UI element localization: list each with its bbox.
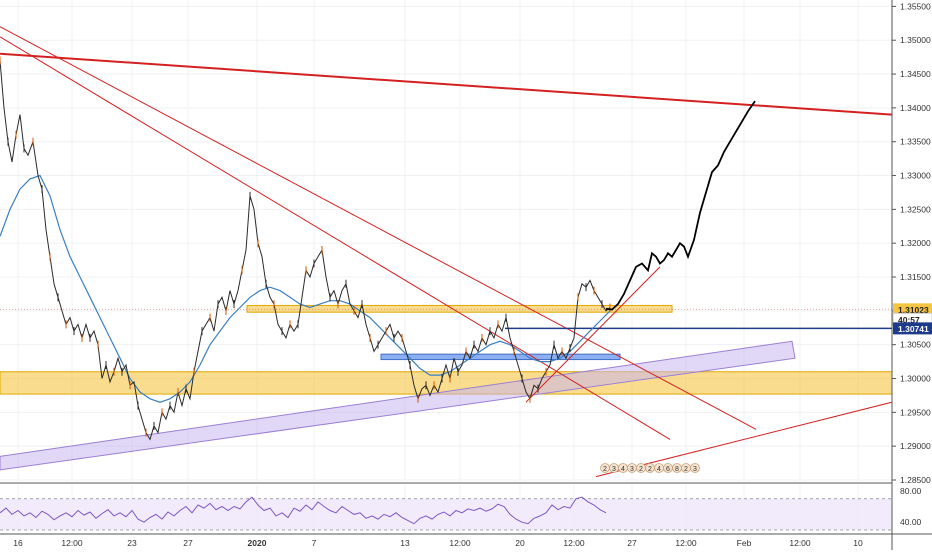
rsi-line <box>0 496 607 525</box>
y-tick-label: 1.28500 <box>900 475 931 485</box>
last-price-box <box>893 303 932 316</box>
rsi-tick-label: 80.00 <box>900 486 922 496</box>
y-tick-label: 1.31500 <box>900 272 931 282</box>
x-tick-label: 7 <box>312 538 317 548</box>
x-tick-label: 12:00 <box>61 538 83 548</box>
x-tick-label: 20 <box>515 538 525 548</box>
x-tick-label: 2020 <box>248 538 267 548</box>
x-tick-label: 27 <box>627 538 637 548</box>
event-marker-label: 3 <box>612 466 616 473</box>
moving-average-line <box>0 174 611 403</box>
x-tick-label: Feb <box>737 538 752 548</box>
y-tick-label: 1.29500 <box>900 407 931 417</box>
y-tick-label: 1.33000 <box>900 171 931 181</box>
resistance-zone <box>246 304 673 313</box>
event-marker-label: 6 <box>666 466 670 473</box>
event-marker-label: 2 <box>648 466 652 473</box>
x-tick-label: 10 <box>853 538 863 548</box>
event-marker-label: 8 <box>675 466 679 473</box>
trendlines <box>0 26 893 478</box>
event-marker <box>690 463 700 473</box>
x-tick-label: 12:00 <box>675 538 697 548</box>
x-tick-label: 12:00 <box>449 538 471 548</box>
y-tick-label: 1.32000 <box>900 238 931 248</box>
x-tick-label: 13 <box>400 538 410 548</box>
y-tick-label: 1.29000 <box>900 441 931 451</box>
y-tick-label: 1.30000 <box>900 374 931 384</box>
rsi-panel <box>0 496 892 531</box>
x-tick-label: 16 <box>13 538 23 548</box>
event-marker-label: 3 <box>630 466 634 473</box>
x-tick-label: 23 <box>127 538 137 548</box>
rsi-band <box>0 498 892 530</box>
red-trendline-d <box>525 266 661 403</box>
series <box>0 56 756 441</box>
rsi-tick-label: 40.00 <box>900 517 922 527</box>
event-marker-label: 2 <box>684 466 688 473</box>
level-box <box>893 322 932 335</box>
x-tick-label: 12:00 <box>789 538 811 548</box>
x-tick-label: 27 <box>183 538 193 548</box>
channel <box>0 340 796 471</box>
event-marker-label: 2 <box>603 466 607 473</box>
red-trendline-b <box>0 36 671 440</box>
y-tick-label: 1.32500 <box>900 204 931 214</box>
countdown-label: 40:57 <box>898 315 920 325</box>
y-tick-label: 1.35000 <box>900 35 931 45</box>
event-marker-label: 2 <box>639 466 643 473</box>
red-trendline-c <box>595 401 893 478</box>
red-trendline-a <box>0 26 757 430</box>
y-tick-label: 1.34000 <box>900 103 931 113</box>
event-marker-label: 4 <box>621 466 625 473</box>
last-price-label: 1.31023 <box>898 305 929 315</box>
y-tick-label: 1.35500 <box>900 1 931 11</box>
x-tick-label: 12:00 <box>563 538 585 548</box>
projection-line <box>605 100 756 311</box>
red-long-trendline <box>0 52 893 116</box>
y-tick-label: 1.34500 <box>900 69 931 79</box>
y-tick-label: 1.33500 <box>900 137 931 147</box>
y-tick-label: 1.30500 <box>900 340 931 350</box>
grid-lines <box>0 0 892 534</box>
purple-channel <box>0 340 796 471</box>
level-label: 1.30741 <box>898 324 929 334</box>
event-marker-label: 4 <box>657 466 661 473</box>
event-marker-label: 3 <box>693 466 697 473</box>
blue-box <box>380 353 621 361</box>
